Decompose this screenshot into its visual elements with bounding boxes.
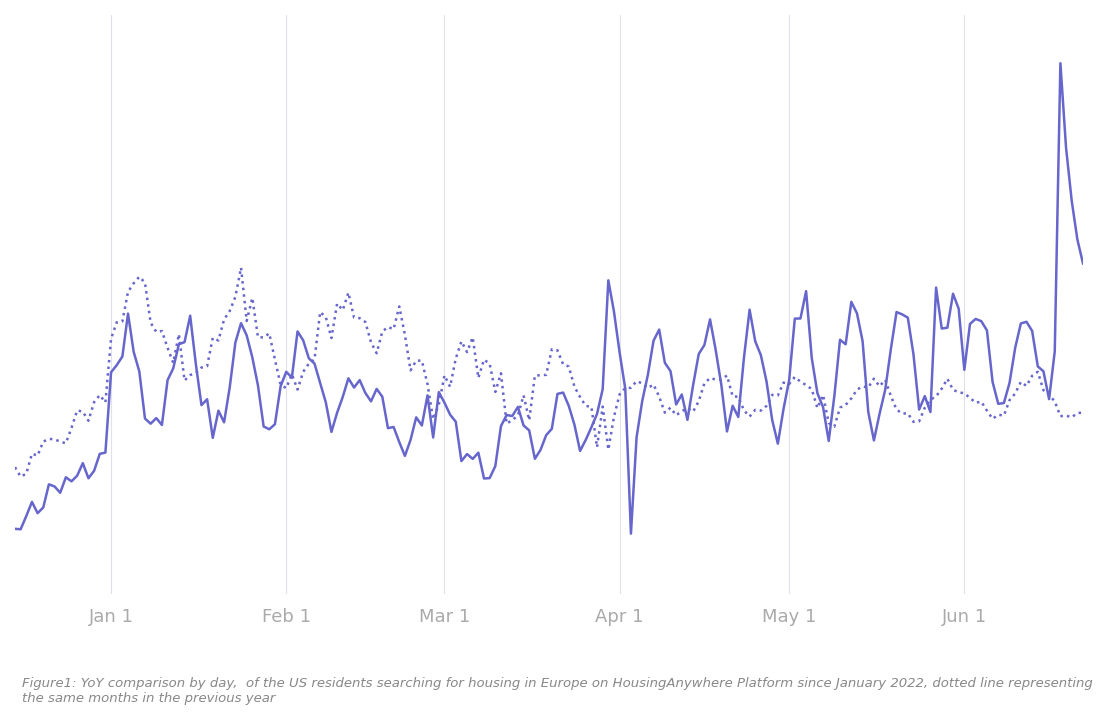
Text: Figure1: YoY comparison by day,  of the US residents searching for housing in Eu: Figure1: YoY comparison by day, of the U…	[22, 677, 1093, 705]
